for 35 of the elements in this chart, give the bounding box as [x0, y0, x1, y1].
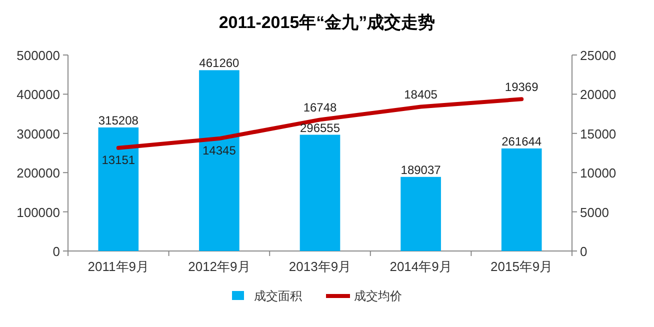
- bar: [98, 127, 139, 251]
- bar: [400, 176, 441, 251]
- x-tick-label: 2014年9月: [390, 259, 452, 274]
- data-label: 19369: [504, 80, 539, 94]
- y-tick-label: 300000: [16, 126, 60, 142]
- data-label: 189037: [400, 162, 442, 177]
- chart-title: 2011-2015年“金九”成交走势: [218, 13, 436, 32]
- y2-tick-label: 0: [580, 244, 588, 259]
- data-label: 461260: [199, 56, 240, 70]
- data-label: 14345: [202, 144, 236, 158]
- y-tick-label: 100000: [16, 204, 60, 220]
- data-label: 261644: [502, 134, 542, 148]
- y-tick-label: 200000: [16, 166, 60, 181]
- y2-tick-label: 25000: [580, 48, 616, 63]
- legend-label: 成交均价: [354, 289, 402, 303]
- y2-tick-label: 5000: [580, 204, 609, 220]
- data-label: 16748: [303, 100, 338, 115]
- x-tick-label: 2012年9月: [188, 259, 250, 274]
- x-tick-label: 2013年9月: [288, 259, 352, 274]
- data-label: 296555: [300, 120, 340, 135]
- y-tick-label: 0: [52, 244, 60, 259]
- y2-tick-label: 20000: [580, 87, 616, 102]
- bar: [199, 70, 240, 251]
- legend-label: 成交面积: [254, 289, 302, 303]
- data-label: 18405: [404, 88, 438, 102]
- y-tick-label: 400000: [16, 87, 60, 102]
- bar: [300, 134, 340, 251]
- x-tick-label: 2015年9月: [490, 259, 553, 274]
- data-label: 13151: [102, 152, 136, 167]
- data-label: 315208: [98, 113, 139, 128]
- bar: [501, 148, 542, 251]
- y2-tick-label: 15000: [580, 126, 616, 142]
- y2-tick-label: 10000: [580, 166, 616, 181]
- y-tick-label: 500000: [16, 48, 60, 63]
- x-tick-label: 2011年9月: [88, 259, 149, 274]
